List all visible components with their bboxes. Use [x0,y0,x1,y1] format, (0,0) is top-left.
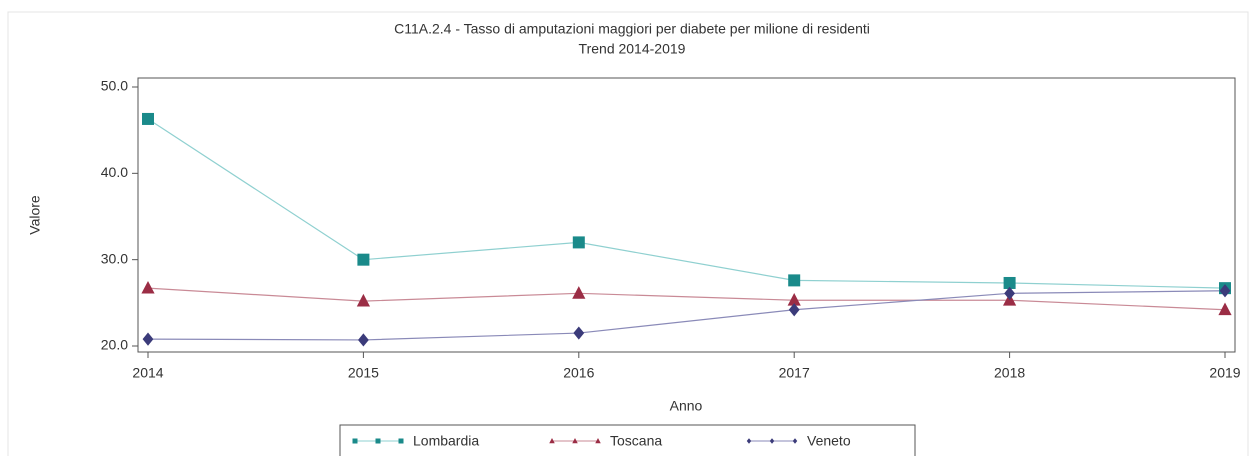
y-tick-label: 20.0 [101,337,128,353]
plot-frame [137,77,1236,353]
legend-marker [572,438,578,444]
x-tick-label: 2018 [994,365,1025,381]
legend-marker [792,438,798,444]
data-point [142,112,154,125]
legend-marker [769,438,775,444]
y-tick-label: 40.0 [101,164,128,180]
chart-subtitle: Trend 2014-2019 [579,41,686,57]
legend-marker [549,438,555,444]
data-point [572,236,585,249]
x-tick-label: 2017 [779,365,810,381]
x-tick-label: 2019 [1209,365,1240,381]
data-point [573,326,585,340]
x-tick-label: 2015 [348,365,379,381]
data-point [1218,302,1232,316]
legend-label: Veneto [807,433,851,449]
legend-marker [746,438,752,444]
x-tick-label: 2014 [132,365,163,381]
data-point [356,293,370,307]
series-line [147,287,1226,311]
legend-marker [375,438,381,444]
y-tick-label: 50.0 [101,78,128,94]
series-line [147,118,1226,289]
data-point [142,332,154,346]
y-axis-label: Valore [27,195,43,235]
legend-marker [352,438,358,444]
data-point [787,293,801,306]
legend-marker [398,438,404,444]
y-tick-label: 30.0 [101,250,128,266]
data-point [788,303,800,317]
x-axis-label: Anno [670,398,703,414]
data-point [1003,276,1016,289]
legend-box [339,424,916,456]
data-point [1004,286,1015,300]
data-point [788,274,801,287]
series-line [147,290,1226,341]
data-point [141,280,155,294]
chart-frame [7,11,1249,456]
legend-marker [595,438,601,444]
legend-label: Toscana [610,433,662,449]
legend-label: Lombardia [413,433,479,449]
data-point [1219,284,1231,298]
x-tick-label: 2016 [563,365,594,381]
data-point [572,286,586,299]
chart-title: C11A.2.4 - Tasso di amputazioni maggiori… [394,21,870,37]
data-point [357,253,370,266]
data-point [358,333,369,347]
